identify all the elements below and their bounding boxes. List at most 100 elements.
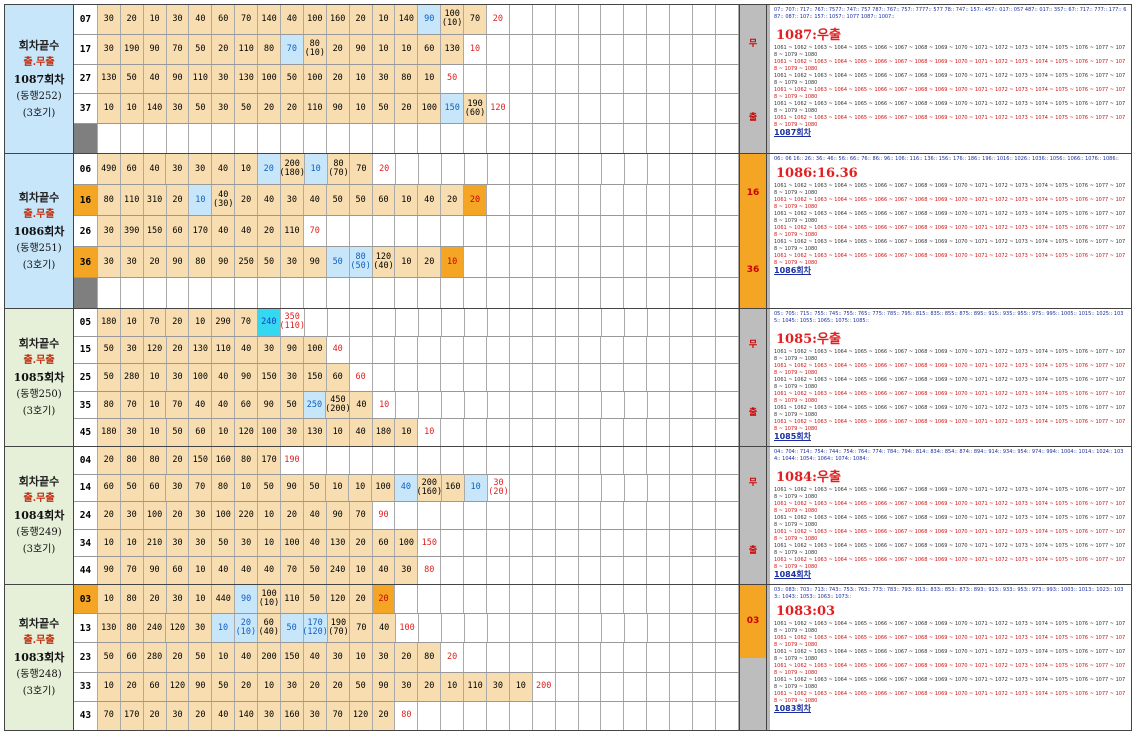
note-title: 1084:우출 bbox=[776, 470, 841, 485]
value-cell: 40 bbox=[258, 185, 281, 215]
value-cell bbox=[441, 124, 465, 153]
value-cell: 190 bbox=[120, 34, 144, 64]
value-cell: 30 bbox=[120, 247, 144, 277]
value-cell bbox=[670, 34, 693, 64]
value-cell bbox=[464, 643, 487, 672]
value-cell bbox=[624, 336, 648, 364]
table-row: 05 180 10 70 20 10 290 70 240 350 (110) bbox=[74, 309, 740, 337]
value-cell bbox=[648, 391, 671, 419]
value-cell: 30 bbox=[212, 64, 236, 94]
value-cell bbox=[556, 529, 579, 557]
value-cell bbox=[716, 94, 739, 124]
value-cell bbox=[487, 364, 510, 391]
value-cell bbox=[579, 124, 602, 153]
value-cell: 60 bbox=[120, 643, 144, 672]
value-cell: 40 bbox=[189, 5, 213, 34]
value-cell bbox=[487, 502, 510, 529]
value-cell bbox=[487, 34, 510, 64]
value-cell bbox=[670, 672, 693, 701]
table-row: 07 30 20 10 30 40 60 70 140 40 100 160 20 10 140 90 100 … bbox=[74, 5, 739, 35]
value-cell bbox=[693, 336, 716, 364]
note-table: 1061 ~ 1062 ~ 1063 ~ 1064 ~ 1065 ~ 1066 … bbox=[774, 183, 1127, 276]
note-title: 1086:16.36 bbox=[776, 166, 858, 181]
value-cell bbox=[670, 247, 693, 277]
value-cell: 190 (60) bbox=[464, 94, 487, 124]
value-cell bbox=[579, 391, 602, 419]
value-cell bbox=[716, 216, 739, 246]
value-cell: 10 bbox=[349, 643, 373, 672]
value-cell: 170 bbox=[120, 701, 144, 730]
value-cell bbox=[510, 124, 533, 153]
note-small-text: 07:: 707:: 717:: 767:: 7577:: 747:: 757 … bbox=[774, 7, 1127, 20]
value-cell bbox=[510, 643, 533, 672]
value-cell bbox=[533, 216, 556, 246]
value-cell: 40 bbox=[303, 502, 327, 529]
value-cell bbox=[395, 364, 419, 391]
value-cell bbox=[579, 502, 602, 529]
note-table-line: 1061 ~ 1062 ~ 1063 ~ 1064 ~ 1065 ~ 1066 … bbox=[774, 253, 1126, 266]
table-row bbox=[74, 124, 739, 153]
value-cell: 70 bbox=[166, 391, 190, 419]
value-cell bbox=[556, 309, 579, 336]
value-cell bbox=[464, 278, 487, 308]
value-cell bbox=[304, 278, 327, 308]
value-cell bbox=[601, 643, 625, 672]
value-cell bbox=[601, 585, 625, 614]
value-cell bbox=[281, 124, 304, 153]
value-cell: 70 bbox=[235, 5, 259, 34]
value-cell: 70 bbox=[280, 557, 304, 584]
value-cell: 10 bbox=[143, 364, 167, 391]
note-table-line: 1061 ~ 1062 ~ 1063 ~ 1064 ~ 1065 ~ 1066 … bbox=[774, 663, 1126, 676]
value-cell: 80 bbox=[418, 643, 442, 672]
value-cell bbox=[601, 278, 625, 308]
value-cell: 10 bbox=[418, 64, 442, 94]
value-cell: 30 bbox=[189, 154, 213, 184]
value-cell: 160 bbox=[326, 5, 350, 34]
value-cell: 120 bbox=[487, 94, 510, 124]
value-cell bbox=[579, 364, 602, 391]
value-cell: 20 bbox=[166, 185, 190, 215]
value-cell bbox=[625, 474, 648, 502]
row-key-cell: 36 bbox=[74, 247, 98, 277]
value-cell bbox=[716, 557, 739, 584]
value-cell bbox=[624, 94, 648, 124]
value-cell bbox=[556, 5, 579, 34]
value-cell: 150 bbox=[441, 94, 465, 124]
value-cell bbox=[212, 124, 236, 153]
value-cell: 20 bbox=[349, 529, 373, 557]
value-cell bbox=[648, 614, 671, 643]
value-cell bbox=[693, 672, 716, 701]
value-cell: 70 bbox=[326, 701, 350, 730]
value-cell bbox=[601, 502, 625, 529]
value-cell bbox=[441, 447, 465, 474]
value-cell bbox=[624, 364, 648, 391]
value-cell bbox=[693, 278, 716, 308]
value-cell: 70 bbox=[120, 557, 144, 584]
value-cell: 110 bbox=[280, 585, 304, 614]
value-cell: 120 bbox=[326, 585, 350, 614]
value-cell: 130 bbox=[235, 64, 259, 94]
round-label-line: 1086회차 bbox=[13, 224, 65, 238]
value-cell: 20 bbox=[395, 94, 419, 124]
value-cell bbox=[647, 64, 671, 94]
note-table-line: 1061 ~ 1062 ~ 1063 ~ 1064 ~ 1065 ~ 1066 … bbox=[774, 677, 1126, 690]
value-cell bbox=[556, 474, 579, 502]
value-cell: 20 bbox=[418, 672, 442, 701]
value-cell: 10 bbox=[212, 419, 236, 446]
note-table-line: 1061 ~ 1062 ~ 1063 ~ 1064 ~ 1065 ~ 1066 … bbox=[774, 115, 1126, 128]
value-cell bbox=[418, 336, 442, 364]
value-cell: 90 bbox=[349, 34, 373, 64]
value-cell: 100 bbox=[303, 336, 327, 364]
note-table-line: 1061 ~ 1062 ~ 1063 ~ 1064 ~ 1065 ~ 1066 … bbox=[774, 211, 1126, 224]
value-cell bbox=[579, 557, 602, 584]
round-label: 회차끝수 출.무출 1084회차 (동행249) (3호기) bbox=[5, 447, 74, 584]
value-cell: 150 bbox=[258, 364, 281, 391]
note-tag: 1086회차 bbox=[774, 266, 811, 275]
value-cell: 20 bbox=[372, 585, 396, 614]
value-cell: 130 bbox=[97, 614, 121, 643]
value-cell: 50 bbox=[189, 643, 213, 672]
value-cell bbox=[533, 5, 556, 34]
value-cell bbox=[693, 124, 716, 153]
value-cell bbox=[395, 216, 419, 246]
round-label-line: (3호기) bbox=[22, 107, 56, 119]
